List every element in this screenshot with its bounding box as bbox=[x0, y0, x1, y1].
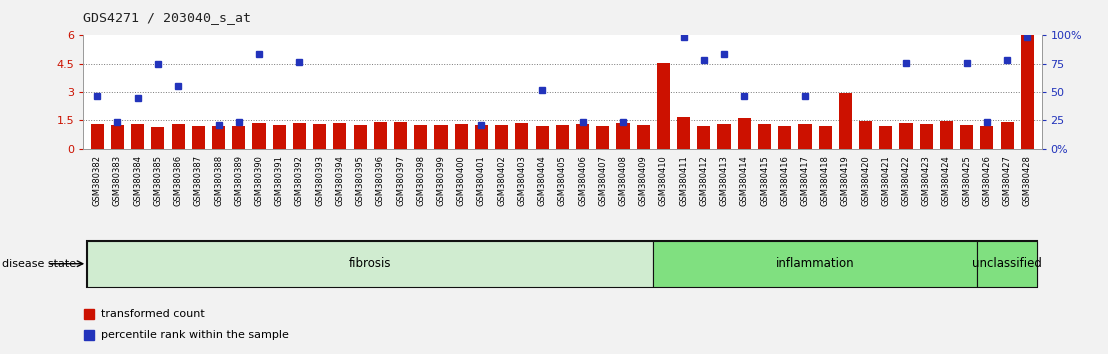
Bar bbox=[697, 126, 710, 149]
Bar bbox=[778, 126, 791, 149]
Bar bbox=[1001, 122, 1014, 149]
Bar bbox=[495, 125, 509, 149]
Bar bbox=[515, 123, 529, 149]
Bar bbox=[961, 125, 973, 149]
Bar bbox=[334, 123, 347, 149]
Bar bbox=[977, 241, 1037, 287]
Bar bbox=[212, 126, 225, 149]
Bar bbox=[414, 125, 428, 149]
Bar bbox=[253, 123, 266, 149]
Bar bbox=[556, 125, 568, 149]
Bar bbox=[314, 124, 326, 149]
Bar bbox=[111, 125, 124, 149]
Bar bbox=[920, 124, 933, 149]
Bar bbox=[799, 124, 811, 149]
Text: transformed count: transformed count bbox=[101, 309, 204, 319]
Bar bbox=[373, 122, 387, 149]
Bar bbox=[596, 126, 609, 149]
Bar bbox=[940, 121, 953, 149]
Bar bbox=[535, 126, 548, 149]
Bar bbox=[657, 63, 670, 149]
Bar bbox=[131, 124, 144, 149]
Bar bbox=[859, 121, 872, 149]
Bar bbox=[454, 124, 468, 149]
Bar bbox=[394, 122, 407, 149]
Bar bbox=[819, 126, 832, 149]
Text: percentile rank within the sample: percentile rank within the sample bbox=[101, 330, 288, 341]
Bar bbox=[718, 124, 730, 149]
Bar bbox=[88, 241, 654, 287]
Text: disease state: disease state bbox=[2, 259, 76, 269]
Bar bbox=[654, 241, 977, 287]
Bar bbox=[981, 126, 994, 149]
Text: fibrosis: fibrosis bbox=[349, 257, 391, 270]
Bar bbox=[293, 123, 306, 149]
Bar bbox=[900, 123, 913, 149]
Bar bbox=[576, 124, 589, 149]
Bar bbox=[434, 125, 448, 149]
Bar bbox=[880, 126, 892, 149]
Bar bbox=[91, 124, 104, 149]
Bar bbox=[152, 127, 164, 149]
Bar bbox=[839, 93, 852, 149]
Bar bbox=[1020, 35, 1034, 149]
Bar bbox=[172, 124, 185, 149]
Bar bbox=[758, 124, 771, 149]
Bar bbox=[637, 125, 649, 149]
Bar bbox=[738, 119, 751, 149]
Bar bbox=[677, 116, 690, 149]
Bar bbox=[192, 126, 205, 149]
Bar bbox=[353, 125, 367, 149]
Text: inflammation: inflammation bbox=[776, 257, 854, 270]
Text: unclassified: unclassified bbox=[972, 257, 1043, 270]
Bar bbox=[273, 125, 286, 149]
Bar bbox=[475, 125, 488, 149]
Bar bbox=[616, 123, 629, 149]
Text: GDS4271 / 203040_s_at: GDS4271 / 203040_s_at bbox=[83, 11, 252, 24]
Bar bbox=[233, 126, 245, 149]
